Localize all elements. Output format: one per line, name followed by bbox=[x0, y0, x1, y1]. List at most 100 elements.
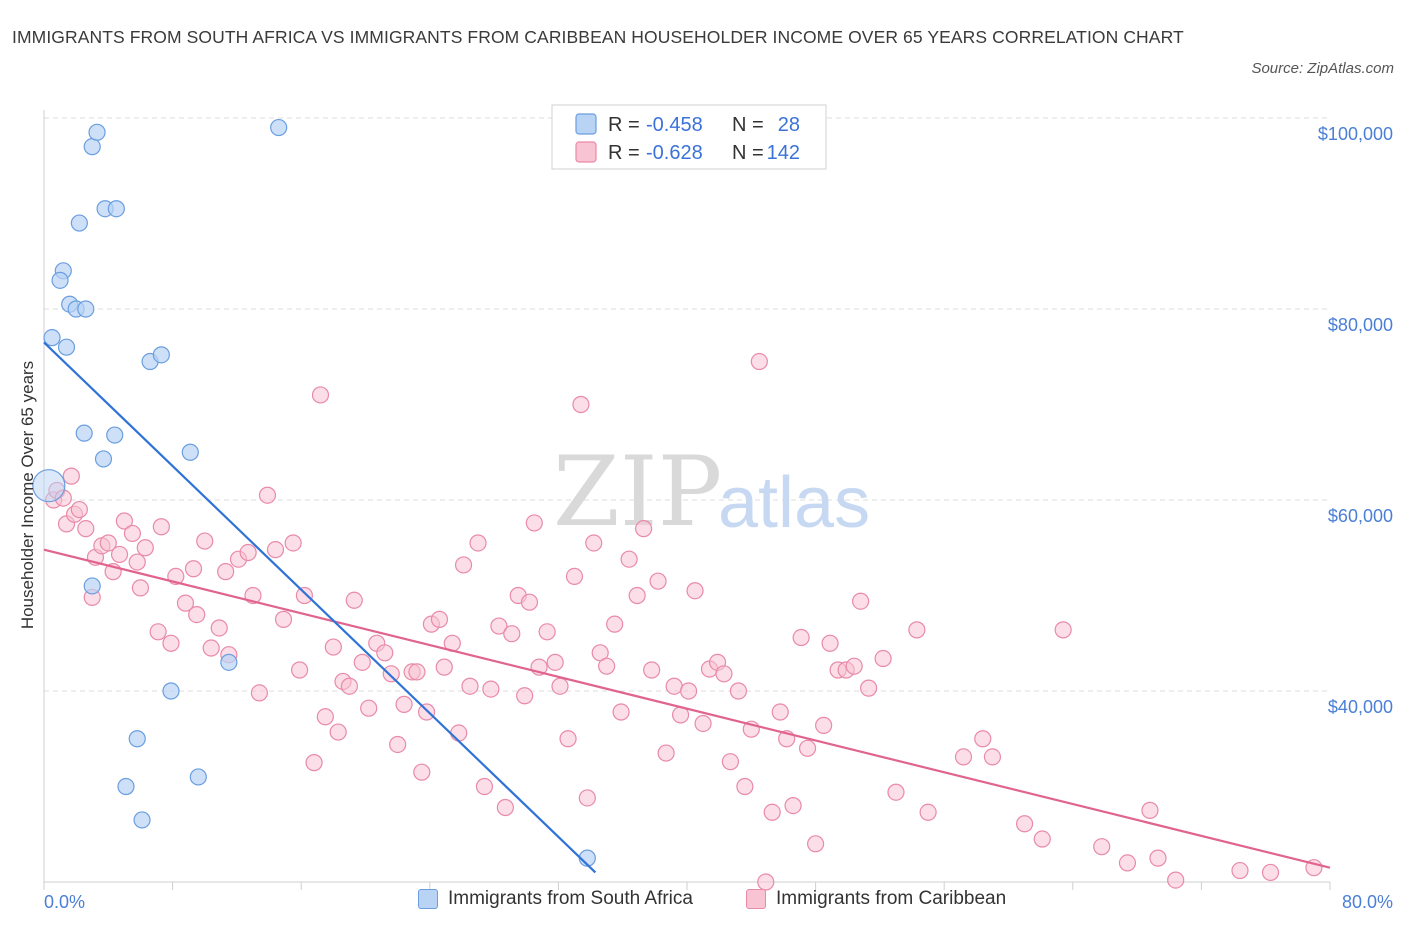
x-tick-label-0: 0.0% bbox=[44, 892, 85, 912]
caribbean-point-44 bbox=[324, 638, 342, 656]
south-africa-point-0 bbox=[32, 469, 66, 503]
caribbean-point-99 bbox=[686, 582, 704, 600]
caribbean-point-100 bbox=[694, 714, 712, 733]
caribbean-point-45 bbox=[329, 723, 347, 741]
caribbean-point-14 bbox=[115, 512, 133, 530]
legend-r-value-2: -0.628 bbox=[646, 142, 703, 164]
caribbean-point-123 bbox=[860, 679, 878, 697]
caribbean-point-25 bbox=[188, 605, 206, 624]
caribbean-point-133 bbox=[1054, 621, 1072, 639]
chart-title: IMMIGRANTS FROM SOUTH AFRICA VS IMMIGRAN… bbox=[12, 27, 1184, 47]
caribbean-point-40 bbox=[295, 586, 314, 605]
caribbean-point-52 bbox=[376, 644, 394, 662]
caribbean-point-4 bbox=[62, 467, 80, 485]
legend-swatch-caribbean bbox=[575, 141, 597, 163]
caribbean-point-93 bbox=[643, 661, 661, 679]
y-tick-labels: $40,000 $60,000 $80,000 $100,000 bbox=[1318, 124, 1393, 717]
caribbean-point-105 bbox=[729, 682, 748, 700]
south-africa-point-3 bbox=[51, 271, 69, 289]
caribbean-point-138 bbox=[1167, 871, 1185, 889]
caribbean-point-96 bbox=[665, 677, 683, 695]
caribbean-point-15 bbox=[123, 524, 142, 543]
caribbean-point-18 bbox=[136, 539, 154, 557]
caribbean-point-62 bbox=[435, 658, 453, 676]
caribbean-point-76 bbox=[525, 514, 543, 532]
caribbean-point-53 bbox=[382, 665, 400, 683]
legend-r-label-1: R = bbox=[608, 114, 640, 136]
caribbean-point-137 bbox=[1149, 849, 1167, 867]
south-africa-points bbox=[32, 118, 596, 867]
south-africa-point-10 bbox=[88, 123, 106, 141]
legend-n-label-2: N = bbox=[732, 142, 764, 164]
caribbean-point-66 bbox=[461, 677, 479, 695]
south-africa-point-25 bbox=[133, 811, 151, 829]
caribbean-point-50 bbox=[360, 699, 378, 717]
caribbean-trend-line bbox=[43, 548, 1331, 869]
caribbean-point-122 bbox=[852, 592, 870, 610]
caribbean-point-103 bbox=[715, 665, 733, 683]
south-africa-trend-line bbox=[43, 341, 597, 874]
caribbean-points bbox=[45, 352, 1323, 891]
caribbean-point-20 bbox=[149, 623, 167, 641]
south-africa-point-7 bbox=[77, 300, 95, 318]
caribbean-point-42 bbox=[311, 386, 330, 404]
caribbean-point-47 bbox=[340, 677, 359, 695]
caribbean-point-27 bbox=[202, 639, 220, 657]
caribbean-point-113 bbox=[784, 796, 802, 815]
caribbean-point-49 bbox=[353, 653, 371, 671]
caribbean-point-134 bbox=[1093, 838, 1111, 856]
caribbean-point-24 bbox=[184, 560, 203, 578]
caribbean-point-28 bbox=[210, 619, 228, 637]
caribbean-point-136 bbox=[1141, 801, 1159, 819]
caribbean-point-43 bbox=[316, 708, 334, 726]
south-africa-point-19 bbox=[270, 118, 288, 137]
caribbean-point-70 bbox=[490, 617, 508, 635]
caribbean-point-58 bbox=[413, 763, 431, 781]
caribbean-point-124 bbox=[874, 649, 892, 668]
caribbean-point-26 bbox=[196, 532, 214, 550]
caribbean-point-94 bbox=[649, 572, 667, 590]
caribbean-point-72 bbox=[503, 625, 521, 643]
caribbean-point-125 bbox=[887, 783, 905, 801]
south-africa-point-15 bbox=[94, 450, 113, 468]
caribbean-point-115 bbox=[798, 739, 817, 757]
grid-lines bbox=[44, 117, 1330, 692]
y-tick-label-3: $100,000 bbox=[1318, 124, 1393, 144]
caribbean-point-104 bbox=[721, 753, 740, 771]
caribbean-point-118 bbox=[821, 634, 839, 652]
legend-n-value-1: 28 bbox=[778, 114, 800, 136]
south-africa-point-13 bbox=[75, 424, 93, 442]
caribbean-point-30 bbox=[217, 563, 235, 581]
caribbean-point-135 bbox=[1118, 854, 1137, 872]
caribbean-point-131 bbox=[1015, 815, 1034, 833]
caribbean-point-38 bbox=[284, 534, 302, 552]
caribbean-point-95 bbox=[657, 744, 675, 762]
south-africa-point-18 bbox=[181, 443, 199, 461]
caribbean-point-139 bbox=[1231, 861, 1249, 880]
caribbean-point-71 bbox=[496, 798, 514, 817]
legend-swatch-south-africa bbox=[575, 113, 597, 135]
caribbean-point-108 bbox=[750, 352, 768, 371]
caribbean-point-79 bbox=[546, 653, 564, 671]
caribbean-point-55 bbox=[395, 695, 413, 713]
caribbean-point-87 bbox=[598, 657, 616, 675]
bottom-legend-south-africa: Immigrants from South Africa bbox=[418, 888, 693, 910]
south-africa-point-4 bbox=[57, 338, 76, 356]
caribbean-point-127 bbox=[919, 803, 937, 821]
caribbean-point-89 bbox=[612, 703, 630, 721]
x-tick-label-1: 80.0% bbox=[1342, 892, 1393, 912]
watermark-atlas: atlas bbox=[718, 463, 870, 543]
south-africa-point-26 bbox=[189, 768, 207, 786]
caribbean-point-82 bbox=[565, 567, 584, 586]
south-africa-point-22 bbox=[220, 653, 238, 671]
legend-n-label-1: N = bbox=[732, 114, 764, 136]
caribbean-point-39 bbox=[290, 661, 309, 679]
caribbean-point-69 bbox=[482, 680, 500, 698]
south-africa-point-1 bbox=[43, 329, 61, 347]
caribbean-point-16 bbox=[128, 553, 146, 571]
bottom-legend-swatch-south-africa bbox=[418, 889, 438, 909]
caribbean-point-132 bbox=[1033, 830, 1051, 848]
caribbean-point-23 bbox=[176, 594, 195, 612]
bottom-legend-caribbean: Immigrants from Caribbean bbox=[746, 888, 1006, 910]
caribbean-point-116 bbox=[806, 835, 825, 853]
